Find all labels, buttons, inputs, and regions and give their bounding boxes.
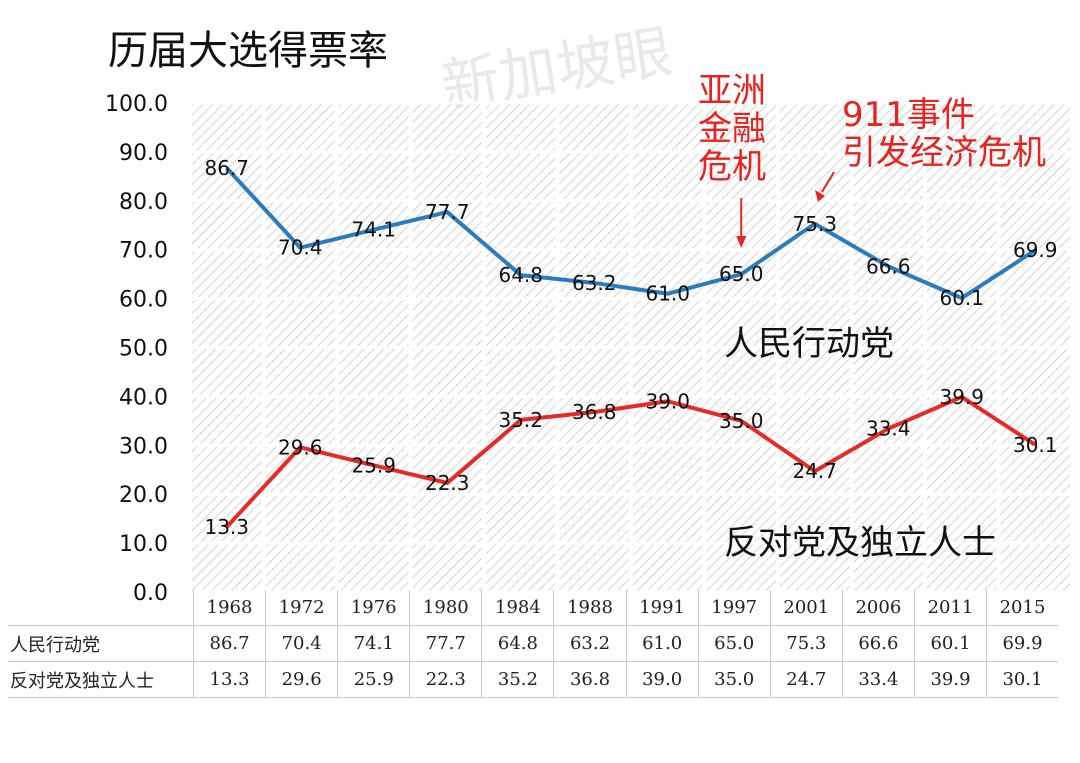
- table-cell: 74.1: [337, 625, 410, 662]
- table-cell: 35.2: [481, 661, 554, 698]
- table-cell: 24.7: [769, 661, 843, 698]
- table-cell: 70.4: [265, 625, 338, 662]
- table-cell: 36.8: [553, 661, 627, 698]
- table-cell: 25.9: [337, 661, 410, 698]
- table-cell: 39.0: [625, 661, 699, 698]
- series-line-opposition: [225, 394, 1037, 529]
- table-year-header: 2015: [986, 590, 1058, 626]
- data-label: 25.9: [351, 453, 396, 477]
- data-label: 36.8: [572, 400, 617, 424]
- table-year-header: 2011: [913, 590, 987, 626]
- data-label: 69.9: [1013, 238, 1058, 262]
- table-row-label: 人民行动党: [10, 634, 100, 656]
- table-year-header: 1968: [192, 590, 266, 626]
- data-label: 63.2: [572, 271, 617, 295]
- table-year-header: 1991: [625, 590, 699, 626]
- data-label: 33.4: [866, 417, 911, 441]
- y-tick-label: 60.0: [119, 288, 168, 313]
- data-label: 30.1: [1013, 433, 1058, 457]
- series-label-opposition: 反对党及独立人士: [724, 523, 996, 563]
- table-cell: 30.1: [986, 661, 1058, 698]
- table-year-header: 1976: [337, 590, 410, 626]
- y-tick-label: 70.0: [119, 239, 168, 264]
- chart-title: 历届大选得票率: [108, 28, 388, 74]
- table-row-label: 反对党及独立人士: [10, 670, 154, 692]
- series-line-pap: [225, 166, 1037, 301]
- data-label: 65.0: [719, 262, 764, 286]
- data-label: 22.3: [425, 471, 470, 495]
- data-label: 60.1: [939, 286, 984, 310]
- data-label: 77.7: [425, 200, 470, 224]
- data-label: 86.7: [204, 156, 249, 180]
- table-cell: 75.3: [769, 625, 843, 662]
- table-corner: [8, 590, 194, 626]
- table-year-header: 1988: [553, 590, 627, 626]
- annotation-arrowhead: [736, 236, 747, 248]
- data-table: 1968 1972 1976 1980 1984 1988 1991 1997 2001 2006…: [8, 590, 1058, 698]
- table-cell: 64.8: [481, 625, 554, 662]
- y-tick-label: 40.0: [119, 385, 168, 410]
- y-tick-label: 50.0: [119, 337, 168, 362]
- y-tick-label: 10.0: [119, 532, 168, 557]
- table-year-header: 1984: [481, 590, 554, 626]
- data-label: 24.7: [792, 459, 837, 483]
- table-cell: 60.1: [913, 625, 987, 662]
- y-tick-label: 100.0: [105, 92, 168, 117]
- table-year-header: 1972: [265, 590, 338, 626]
- table-cell: 61.0: [625, 625, 699, 662]
- table-cell: 86.7: [192, 625, 266, 662]
- data-label: 39.0: [645, 389, 690, 413]
- y-tick-label: 0.0: [133, 581, 168, 606]
- data-label: 35.0: [719, 409, 764, 433]
- table-cell: 39.9: [913, 661, 987, 698]
- table-year-header: 1980: [409, 590, 482, 626]
- table-year-header: 2001: [769, 590, 843, 626]
- annotation-line: 危机: [698, 147, 766, 187]
- table-cell: 33.4: [841, 661, 915, 698]
- data-label: 64.8: [498, 263, 543, 287]
- table-year-header: 1997: [697, 590, 771, 626]
- annotation-line: 911事件: [842, 95, 975, 135]
- table-row: 人民行动党 86.7 70.4 74.1 77.7 64.8 63.2 61.0 65.0 75.…: [8, 625, 1058, 662]
- annotation-911: 911事件 引发经济危机: [842, 96, 1046, 172]
- table-cell: 66.6: [841, 625, 915, 662]
- table-cell: 77.7: [409, 625, 482, 662]
- data-label: 70.4: [278, 236, 323, 260]
- data-label: 39.9: [939, 385, 984, 409]
- y-tick-label: 30.0: [119, 434, 168, 459]
- annotation-asian-financial-crisis: 亚洲 金融 危机: [698, 72, 766, 186]
- table-cell: 69.9: [986, 625, 1058, 662]
- table-year-header: 2006: [841, 590, 915, 626]
- data-label: 35.2: [498, 408, 543, 432]
- data-label: 75.3: [792, 212, 837, 236]
- y-tick-label: 20.0: [119, 483, 168, 508]
- y-tick-label: 90.0: [119, 141, 168, 166]
- table-row: 反对党及独立人士 13.3 29.6 25.9 22.3 35.2 36.8 39.0 35.0…: [8, 661, 1058, 698]
- data-label: 61.0: [645, 282, 690, 306]
- table-header-row: 1968 1972 1976 1980 1984 1988 1991 1997 2001 2006…: [8, 590, 1058, 626]
- table-cell: 35.0: [697, 661, 771, 698]
- data-label: 29.6: [278, 435, 323, 459]
- y-tick-label: 80.0: [119, 190, 168, 215]
- table-cell: 22.3: [409, 661, 482, 698]
- table-cell: 65.0: [697, 625, 771, 662]
- annotation-line: 金融: [698, 109, 766, 149]
- annotation-arrow: [821, 171, 835, 193]
- table-cell: 13.3: [192, 661, 266, 698]
- data-label: 13.3: [204, 515, 249, 539]
- series-label-pap: 人民行动党: [724, 324, 894, 364]
- annotation-line: 引发经济危机: [842, 133, 1046, 173]
- data-label: 74.1: [351, 218, 396, 242]
- annotation-line: 亚洲: [698, 71, 766, 111]
- data-label: 66.6: [866, 254, 911, 278]
- table-cell: 63.2: [553, 625, 627, 662]
- annotation-arrowhead: [815, 190, 825, 202]
- table-cell: 29.6: [265, 661, 338, 698]
